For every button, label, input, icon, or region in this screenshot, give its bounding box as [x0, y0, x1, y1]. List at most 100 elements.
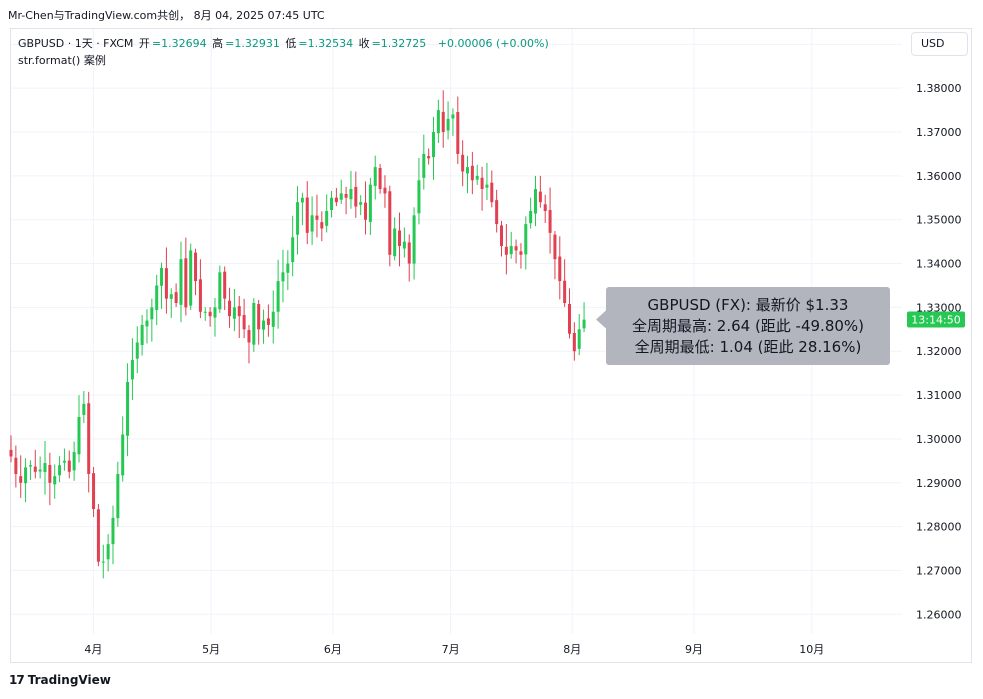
candle-body — [373, 167, 377, 186]
candle-body — [485, 184, 489, 188]
candle-body — [126, 381, 130, 436]
time-tick-label: 4月 — [84, 643, 102, 656]
candle-body — [82, 403, 86, 415]
candle-body — [407, 242, 411, 264]
candle-body — [53, 476, 57, 485]
candle-body — [509, 246, 513, 255]
currency-button[interactable]: USD — [911, 32, 968, 56]
symbol-legend: GBPUSD · 1天 · FXCM 开 =1.32694 高 =1.32931 低… — [18, 35, 551, 51]
candle-body — [208, 311, 212, 317]
candle-body — [567, 304, 572, 334]
candle-body — [538, 191, 542, 203]
time-axis: 4月 5月 6月 7月 8月 9月 10月 — [84, 643, 824, 656]
candle-body — [262, 320, 266, 330]
candle-body — [563, 280, 567, 304]
candle-body — [213, 307, 217, 318]
indicator-title[interactable]: str.format() 案例 — [18, 54, 106, 67]
candle-body — [266, 318, 270, 325]
candle-body — [504, 246, 508, 255]
gridlines — [11, 29, 902, 634]
candle-body — [388, 191, 392, 255]
candle-body — [150, 307, 154, 320]
last-price-badge — [907, 311, 965, 328]
candle-body — [558, 256, 562, 282]
candles: GBPUSD (FX): 最新价 $1.33 全周期最高: 2.64 (距此 -4… — [9, 90, 890, 579]
candle-body — [189, 250, 193, 306]
price-axis: 1.26000 1.27000 1.28000 1.29000 1.30000 1.310… — [907, 38, 965, 621]
candle-body — [490, 182, 494, 203]
tradingview-logo-icon[interactable]: 17 — [9, 673, 25, 687]
price-tick-label: 1.36000 — [916, 170, 962, 183]
candle-body — [38, 469, 42, 472]
time-tick-label: 5月 — [202, 643, 220, 656]
candle-body — [310, 215, 314, 232]
candle-body — [43, 463, 47, 472]
candle-body — [572, 333, 576, 352]
candle-body — [451, 114, 455, 119]
label-line: 全周期最低: 1.04 (距此 28.16%) — [635, 338, 862, 356]
candle-body — [164, 268, 168, 299]
candle-body — [130, 359, 134, 380]
time-tick-label: 7月 — [442, 643, 460, 656]
candle-body — [291, 237, 295, 263]
candle-body — [169, 294, 173, 299]
candle-body — [286, 263, 290, 273]
candle-body — [116, 473, 120, 519]
candle-body — [359, 202, 363, 205]
change-value: +0.00006 (+0.00%) — [437, 37, 549, 50]
price-tick-label: 1.27000 — [916, 564, 962, 577]
candle-body — [533, 189, 538, 214]
low-label: 低 — [285, 37, 297, 50]
candle-body — [475, 175, 479, 180]
candle-body — [553, 234, 557, 260]
candle-body — [582, 319, 586, 329]
candle-body — [96, 509, 100, 562]
candle-body — [364, 202, 368, 220]
close-value: =1.32725 — [371, 37, 427, 50]
candle-body — [232, 307, 236, 319]
info-label-box: GBPUSD (FX): 最新价 $1.33 全周期最高: 2.64 (距此 -4… — [596, 287, 890, 365]
candle-body — [33, 466, 37, 472]
candle-body — [111, 517, 115, 545]
candle-body — [257, 304, 261, 330]
candle-body — [155, 285, 159, 310]
price-tick-label: 1.32000 — [916, 345, 962, 358]
time-tick-label: 9月 — [685, 643, 703, 656]
candle-body — [28, 465, 32, 467]
label-line: GBPUSD (FX): 最新价 $1.33 — [648, 296, 849, 314]
candle-body — [203, 311, 207, 313]
label-line: 全周期最高: 2.64 (距此 -49.80%) — [632, 317, 864, 335]
candle-body — [77, 416, 81, 455]
candle-body — [9, 449, 13, 457]
candle-body — [417, 180, 421, 214]
candle-body — [543, 204, 547, 211]
price-tick-label: 1.30000 — [916, 433, 962, 446]
candle-body — [237, 306, 241, 317]
candle-body — [252, 303, 256, 345]
candle-body — [402, 241, 406, 249]
candle-body — [305, 197, 309, 233]
candle-body — [19, 476, 23, 483]
last-price-countdown: 13:14:50 — [911, 313, 960, 326]
candle-body — [271, 311, 275, 327]
candle-body — [320, 222, 324, 229]
price-tick-label: 1.28000 — [916, 521, 962, 534]
candle-body — [393, 228, 397, 257]
candle-body — [101, 561, 105, 563]
candle-body — [121, 434, 125, 476]
candle-body — [480, 177, 484, 190]
candle-body — [67, 460, 71, 472]
footer-brand[interactable]: TradingView — [27, 673, 111, 687]
candle-body — [349, 189, 353, 200]
symbol-name[interactable]: GBPUSD · 1天 · FXCM — [18, 37, 134, 50]
candle-body — [577, 329, 581, 349]
candle-body — [330, 197, 334, 211]
price-tick-label: 1.38000 — [916, 82, 962, 95]
candle-body — [300, 197, 304, 203]
open-value: =1.32694 — [151, 37, 207, 50]
candle-body — [378, 167, 382, 190]
candle-body — [48, 465, 52, 483]
open-label: 开 — [138, 37, 150, 50]
candle-body — [548, 210, 552, 233]
